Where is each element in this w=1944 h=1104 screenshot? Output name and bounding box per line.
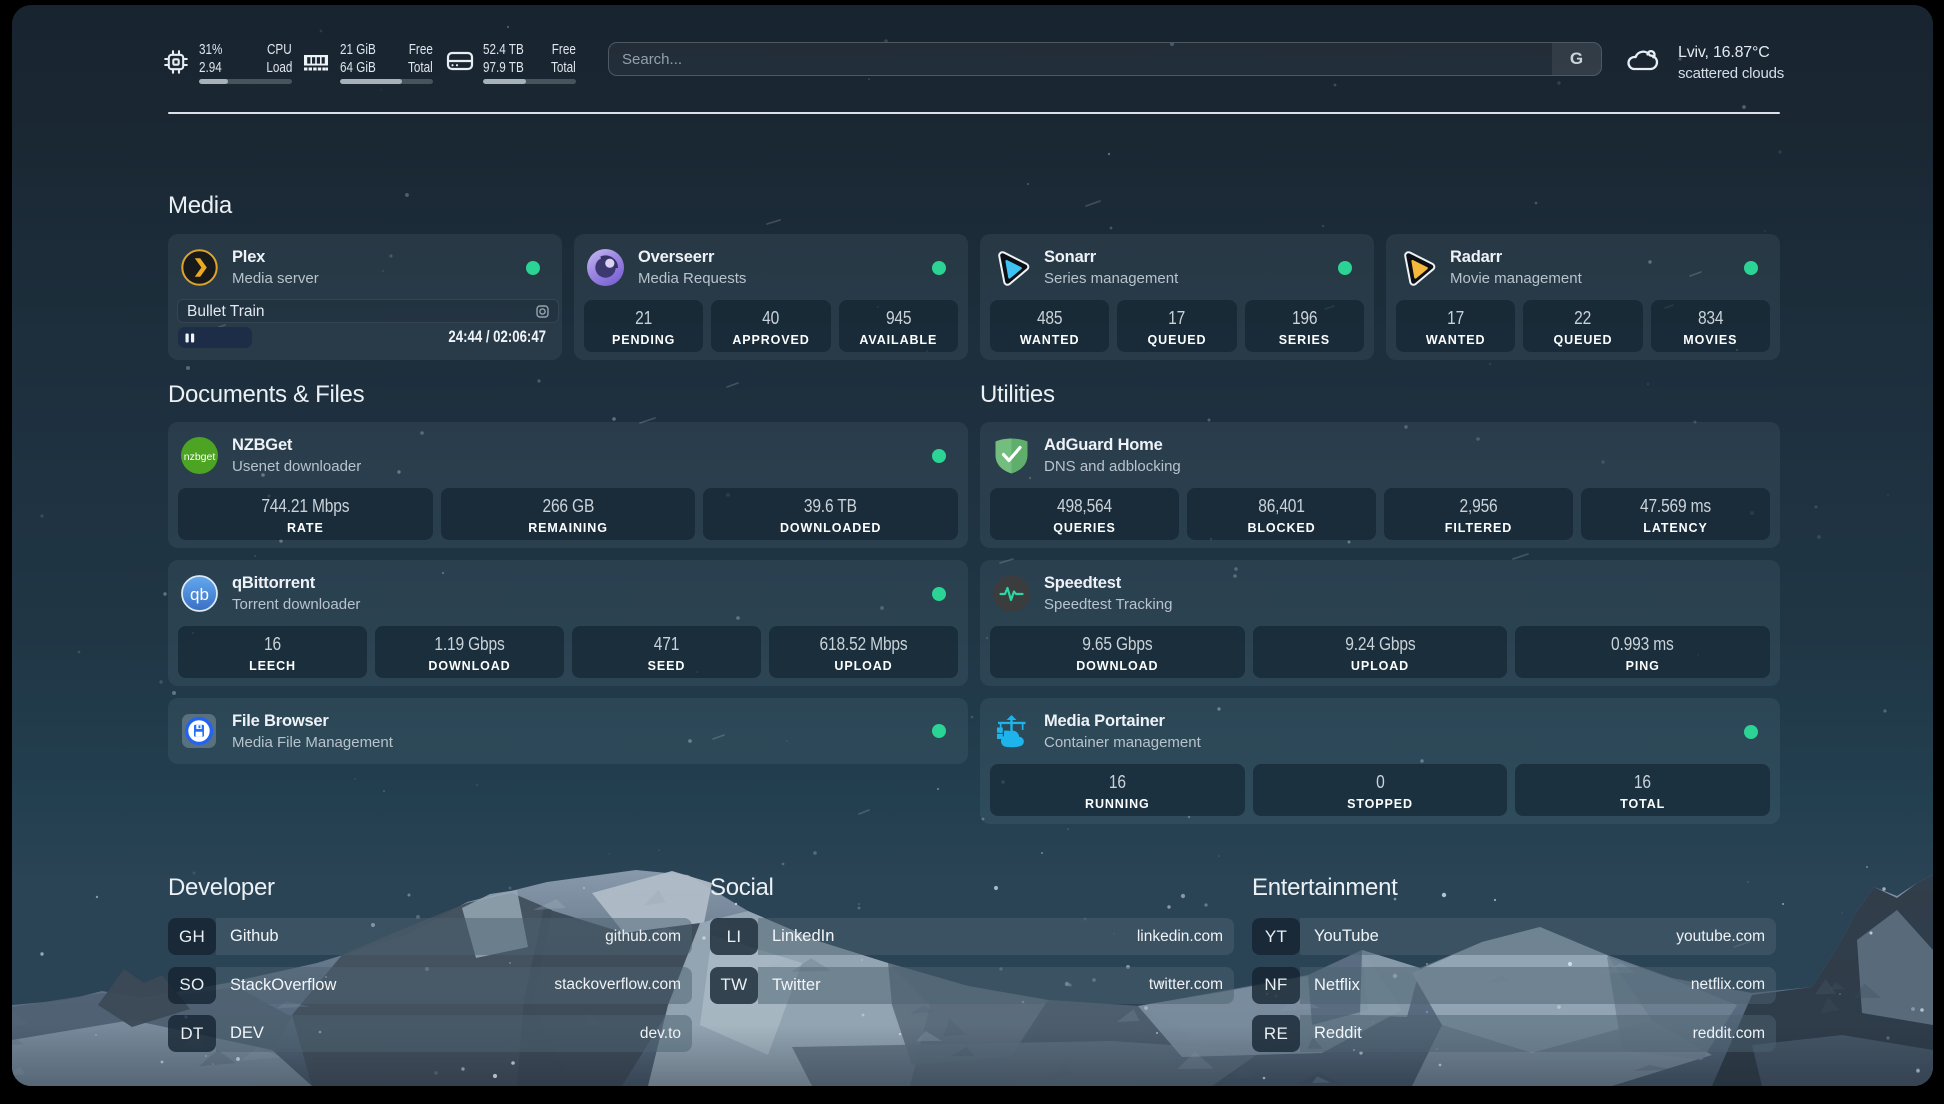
- svg-text:nzbget: nzbget: [184, 451, 216, 463]
- svg-text:qb: qb: [190, 585, 209, 604]
